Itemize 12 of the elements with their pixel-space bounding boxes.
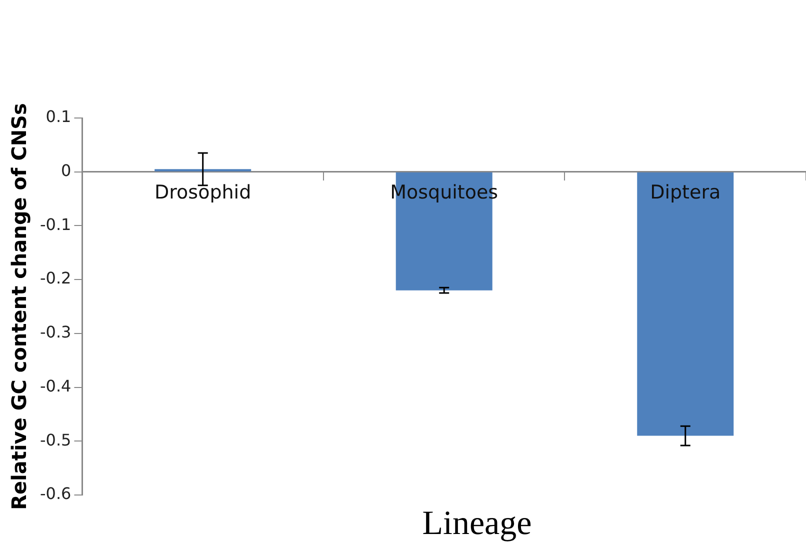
- y-tick-label: -0.5: [40, 430, 72, 450]
- y-axis-title: Relative GC content change of CNSs: [7, 103, 32, 510]
- y-tick-label: 0: [61, 161, 72, 180]
- y-tick-label: -0.6: [40, 484, 72, 504]
- x-tick-label: Drosophid: [154, 181, 252, 204]
- y-tick-label: 0.1: [46, 107, 72, 126]
- y-tick-label: -0.1: [40, 214, 72, 234]
- y-tick-label: -0.4: [40, 376, 72, 396]
- y-tick-label: -0.3: [40, 322, 72, 342]
- x-tick-label: Diptera: [650, 181, 721, 204]
- y-tick-label: -0.2: [40, 268, 72, 288]
- x-axis-title: Lineage: [421, 505, 533, 543]
